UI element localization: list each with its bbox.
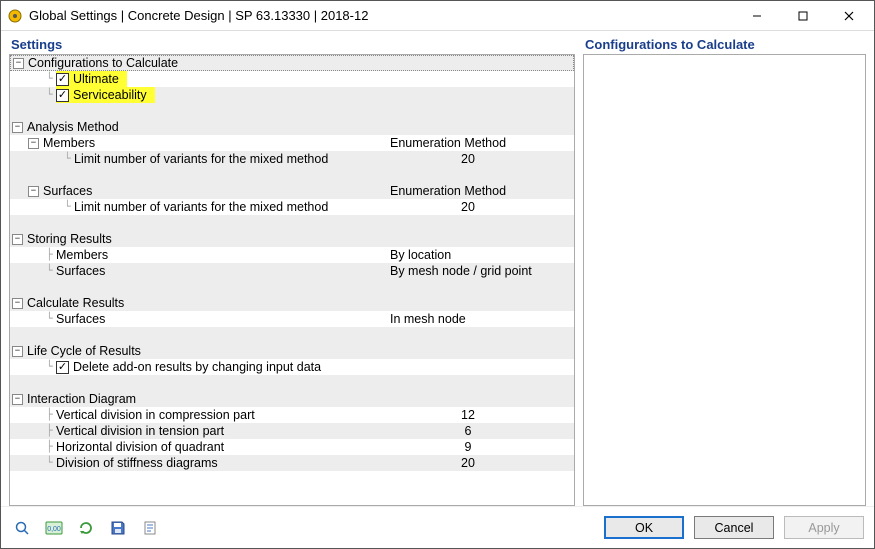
interaction-stiff-label: Division of stiffness diagrams [56, 455, 218, 471]
interaction-diagram-label: Interaction Diagram [27, 391, 136, 407]
spacer [10, 327, 574, 343]
tool-report-button[interactable] [139, 517, 161, 539]
section-interaction-diagram[interactable]: − Interaction Diagram [10, 391, 574, 407]
life-cycle-label: Life Cycle of Results [27, 343, 141, 359]
spacer [10, 103, 574, 119]
window-title: Global Settings | Concrete Design | SP 6… [29, 8, 734, 23]
analysis-surfaces-limit-label: Limit number of variants for the mixed m… [74, 199, 328, 215]
configurations-panel: Configurations to Calculate [583, 37, 866, 506]
storing-members[interactable]: ├ Members By location [10, 247, 574, 263]
settings-panel: Settings − Configurations to Calculate [9, 37, 575, 506]
collapse-icon[interactable]: − [28, 138, 39, 149]
ultimate-label: Ultimate [73, 71, 119, 87]
section-analysis-method[interactable]: − Analysis Method [10, 119, 574, 135]
interaction-v-tens-value[interactable]: 6 [390, 423, 550, 439]
analysis-members[interactable]: − Members Enumeration Method [10, 135, 574, 151]
storing-surfaces-value[interactable]: By mesh node / grid point [390, 263, 550, 279]
window-controls [734, 1, 872, 31]
spacer [10, 279, 574, 295]
configurations-box [583, 54, 866, 506]
spacer [10, 375, 574, 391]
storing-results-label: Storing Results [27, 231, 112, 247]
analysis-members-label: Members [43, 135, 95, 151]
interaction-v-comp-value[interactable]: 12 [390, 407, 550, 423]
spacer [10, 215, 574, 231]
collapse-icon[interactable]: − [12, 234, 23, 245]
calc-surfaces[interactable]: └ Surfaces In mesh node [10, 311, 574, 327]
dialog-body: Settings − Configurations to Calculate [1, 31, 874, 506]
calc-surfaces-label: Surfaces [56, 311, 105, 327]
analysis-surfaces[interactable]: − Surfaces Enumeration Method [10, 183, 574, 199]
interaction-h-quad-label: Horizontal division of quadrant [56, 439, 224, 455]
tree-root-label: Configurations to Calculate [28, 55, 178, 71]
dialog-buttons: OK Cancel Apply [604, 516, 864, 539]
interaction-v-comp-label: Vertical division in compression part [56, 407, 255, 423]
global-settings-window: Global Settings | Concrete Design | SP 6… [0, 0, 875, 549]
interaction-stiff[interactable]: └ Division of stiffness diagrams 20 [10, 455, 574, 471]
analysis-members-limit-value[interactable]: 20 [390, 151, 550, 167]
section-calculate-results[interactable]: − Calculate Results [10, 295, 574, 311]
analysis-members-value: Enumeration Method [390, 135, 550, 151]
storing-surfaces-label: Surfaces [56, 263, 105, 279]
storing-surfaces[interactable]: └ Surfaces By mesh node / grid point [10, 263, 574, 279]
spacer [10, 167, 574, 183]
interaction-v-comp[interactable]: ├ Vertical division in compression part … [10, 407, 574, 423]
checkbox-serviceability[interactable]: ✓ [56, 89, 69, 102]
checkbox-ultimate[interactable]: ✓ [56, 73, 69, 86]
titlebar: Global Settings | Concrete Design | SP 6… [1, 1, 874, 31]
analysis-method-label: Analysis Method [27, 119, 119, 135]
analysis-surfaces-label: Surfaces [43, 183, 92, 199]
tool-search-button[interactable] [11, 517, 33, 539]
collapse-icon[interactable]: − [12, 298, 23, 309]
toolbar: 0,00 [11, 517, 161, 539]
settings-tree: − Configurations to Calculate └ ✓ Ult [10, 55, 574, 471]
app-icon [7, 8, 23, 24]
settings-tree-box: − Configurations to Calculate └ ✓ Ult [9, 54, 575, 506]
tree-item-ultimate[interactable]: └ ✓ Ultimate [10, 71, 574, 87]
analysis-members-limit-label: Limit number of variants for the mixed m… [74, 151, 328, 167]
life-cycle-delete-label: Delete add-on results by changing input … [73, 359, 321, 375]
tool-refresh-button[interactable] [75, 517, 97, 539]
interaction-h-quad-value[interactable]: 9 [390, 439, 550, 455]
interaction-h-quad[interactable]: ├ Horizontal division of quadrant 9 [10, 439, 574, 455]
collapse-icon[interactable]: − [28, 186, 39, 197]
analysis-surfaces-limit[interactable]: └ Limit number of variants for the mixed… [10, 199, 574, 215]
serviceability-label: Serviceability [73, 87, 147, 103]
analysis-surfaces-value: Enumeration Method [390, 183, 550, 199]
collapse-icon[interactable]: − [12, 394, 23, 405]
collapse-icon[interactable]: − [13, 58, 24, 69]
tool-save-button[interactable] [107, 517, 129, 539]
tree-root-configurations[interactable]: − Configurations to Calculate [10, 55, 574, 71]
tree-item-serviceability[interactable]: └ ✓ Serviceability [10, 87, 574, 103]
tool-units-button[interactable]: 0,00 [43, 517, 65, 539]
analysis-members-limit[interactable]: └ Limit number of variants for the mixed… [10, 151, 574, 167]
settings-header: Settings [9, 37, 575, 54]
ok-button[interactable]: OK [604, 516, 684, 539]
interaction-v-tens-label: Vertical division in tension part [56, 423, 224, 439]
checkbox-delete-results[interactable]: ✓ [56, 361, 69, 374]
storing-members-value[interactable]: By location [390, 247, 550, 263]
storing-members-label: Members [56, 247, 108, 263]
interaction-stiff-value[interactable]: 20 [390, 455, 550, 471]
calc-surfaces-value[interactable]: In mesh node [390, 311, 550, 327]
analysis-surfaces-limit-value[interactable]: 20 [390, 199, 550, 215]
svg-text:0,00: 0,00 [47, 526, 61, 533]
section-storing-results[interactable]: − Storing Results [10, 231, 574, 247]
interaction-v-tens[interactable]: ├ Vertical division in tension part 6 [10, 423, 574, 439]
section-life-cycle[interactable]: − Life Cycle of Results [10, 343, 574, 359]
close-button[interactable] [826, 1, 872, 31]
bottom-bar: 0,00 OK Cancel Apply [1, 506, 874, 548]
life-cycle-delete[interactable]: └ ✓ Delete add-on results by changing in… [10, 359, 574, 375]
calculate-results-label: Calculate Results [27, 295, 124, 311]
maximize-button[interactable] [780, 1, 826, 31]
collapse-icon[interactable]: − [12, 346, 23, 357]
cancel-button[interactable]: Cancel [694, 516, 774, 539]
configurations-header: Configurations to Calculate [583, 37, 866, 54]
apply-button[interactable]: Apply [784, 516, 864, 539]
minimize-button[interactable] [734, 1, 780, 31]
collapse-icon[interactable]: − [12, 122, 23, 133]
